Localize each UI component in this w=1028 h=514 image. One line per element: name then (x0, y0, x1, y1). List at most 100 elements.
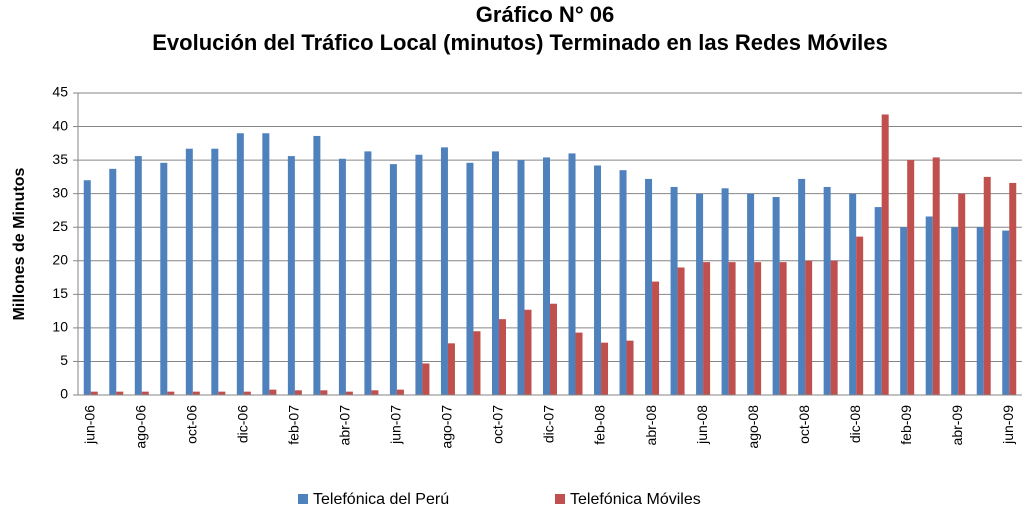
bar (185, 148, 193, 395)
bar (371, 390, 379, 395)
x-tick-label: feb-07 (286, 405, 302, 445)
bar (677, 267, 685, 395)
bar (134, 156, 142, 395)
x-tick-label: abr-08 (643, 405, 659, 446)
bar (498, 319, 506, 395)
y-tick-label: 35 (52, 151, 68, 167)
x-tick-label: dic-06 (235, 405, 251, 443)
bar (447, 343, 455, 395)
bar (211, 148, 219, 395)
bar (823, 186, 831, 395)
bar (1009, 182, 1017, 395)
x-tick-label: oct-07 (490, 405, 506, 444)
x-tick-label: abr-09 (949, 405, 965, 446)
bar (830, 260, 838, 395)
bar (594, 165, 602, 395)
bar (473, 331, 481, 395)
bar (907, 160, 915, 395)
bar (645, 178, 653, 395)
bar (466, 162, 474, 395)
bar (262, 133, 270, 395)
bar (116, 391, 124, 395)
legend-label: Telefónica del Perú (313, 491, 449, 508)
bar (721, 188, 729, 395)
bar (440, 147, 448, 395)
bar (167, 391, 175, 395)
x-tick-label: dic-08 (847, 405, 863, 443)
x-tick-label: jun-08 (694, 405, 710, 445)
bar (543, 157, 550, 395)
bar (652, 281, 660, 395)
y-tick-label: 45 (52, 84, 68, 100)
bar (575, 332, 583, 395)
bar (747, 193, 755, 395)
legend-swatch (555, 494, 565, 504)
bar (958, 193, 966, 395)
bar (313, 135, 321, 395)
bar (932, 157, 940, 395)
bar (550, 303, 557, 395)
bar (703, 262, 711, 395)
x-tick-label: jun-09 (1000, 405, 1016, 445)
bar (900, 227, 908, 395)
bar (626, 340, 634, 395)
bar (338, 158, 346, 395)
chart-title: Gráfico N° 06 (476, 2, 614, 27)
bar (160, 162, 168, 395)
x-tick-label: ago-07 (439, 405, 455, 449)
bar (779, 262, 787, 395)
bar (983, 176, 991, 395)
x-tick-label: abr-07 (337, 405, 353, 446)
x-tick-label: dic-07 (541, 405, 557, 443)
bar (728, 262, 736, 395)
bar (287, 156, 295, 395)
y-tick-label: 30 (52, 184, 68, 200)
y-tick-label: 0 (60, 386, 68, 402)
bar (345, 391, 353, 395)
chart-subtitle: Evolución del Tráfico Local (minutos) Te… (152, 30, 888, 55)
bar (881, 114, 889, 395)
legend-label: Telefónica Móviles (570, 491, 701, 508)
y-tick-label: 25 (52, 218, 68, 234)
bar (696, 193, 704, 395)
bar (805, 260, 813, 395)
bar (90, 391, 98, 395)
bar (491, 151, 499, 395)
y-tick-label: 40 (52, 117, 68, 133)
bar (951, 227, 959, 395)
bar (754, 262, 762, 395)
y-tick-label: 5 (60, 352, 68, 368)
x-tick-label: ago-06 (132, 405, 148, 449)
y-axis-label: Millones de Minutos (11, 167, 28, 320)
bar (243, 391, 251, 395)
y-tick-label: 10 (52, 319, 68, 335)
x-tick-label: jun-07 (388, 405, 404, 445)
bar (269, 389, 277, 395)
bar (396, 389, 404, 395)
bar (364, 151, 372, 395)
y-tick-label: 15 (52, 285, 68, 301)
x-tick-label: oct-08 (796, 405, 812, 444)
bar (294, 390, 302, 395)
legend-swatch (298, 494, 308, 504)
x-tick-label: feb-08 (592, 405, 608, 445)
bar (109, 168, 117, 395)
bar (192, 391, 200, 395)
bar (320, 390, 328, 395)
y-tick-label: 20 (52, 251, 68, 267)
bar (619, 170, 627, 395)
bar (415, 154, 423, 395)
bar (568, 153, 576, 395)
x-tick-label: oct-06 (184, 405, 200, 444)
bar (389, 164, 397, 395)
bar (976, 227, 984, 395)
bar (218, 391, 226, 395)
bar (517, 160, 525, 395)
bar (856, 236, 864, 395)
bar (874, 207, 882, 395)
bar (524, 309, 532, 395)
x-tick-label: jun-06 (81, 405, 97, 445)
x-tick-label: feb-09 (898, 405, 914, 445)
bar (798, 178, 806, 395)
